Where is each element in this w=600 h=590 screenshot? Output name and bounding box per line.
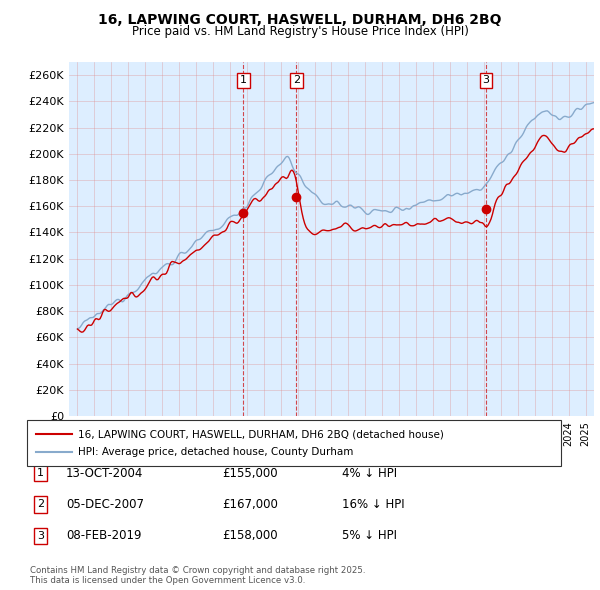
Text: 16, LAPWING COURT, HASWELL, DURHAM, DH6 2BQ: 16, LAPWING COURT, HASWELL, DURHAM, DH6 … <box>98 13 502 27</box>
Text: HPI: Average price, detached house, County Durham: HPI: Average price, detached house, Coun… <box>78 447 353 457</box>
Text: £158,000: £158,000 <box>222 529 278 542</box>
Text: Contains HM Land Registry data © Crown copyright and database right 2025.
This d: Contains HM Land Registry data © Crown c… <box>30 566 365 585</box>
Text: 1: 1 <box>240 76 247 86</box>
Text: 16, LAPWING COURT, HASWELL, DURHAM, DH6 2BQ (detached house): 16, LAPWING COURT, HASWELL, DURHAM, DH6 … <box>78 430 444 440</box>
Text: 16% ↓ HPI: 16% ↓ HPI <box>342 498 404 511</box>
Text: 3: 3 <box>37 531 44 540</box>
Text: 2: 2 <box>293 76 300 86</box>
Text: 13-OCT-2004: 13-OCT-2004 <box>66 467 143 480</box>
Text: 1: 1 <box>37 468 44 478</box>
Text: £155,000: £155,000 <box>222 467 278 480</box>
Text: 4% ↓ HPI: 4% ↓ HPI <box>342 467 397 480</box>
Text: 2: 2 <box>37 500 44 509</box>
Text: 05-DEC-2007: 05-DEC-2007 <box>66 498 144 511</box>
Text: 08-FEB-2019: 08-FEB-2019 <box>66 529 142 542</box>
Text: £167,000: £167,000 <box>222 498 278 511</box>
Text: 3: 3 <box>482 76 489 86</box>
Text: 5% ↓ HPI: 5% ↓ HPI <box>342 529 397 542</box>
Text: Price paid vs. HM Land Registry's House Price Index (HPI): Price paid vs. HM Land Registry's House … <box>131 25 469 38</box>
